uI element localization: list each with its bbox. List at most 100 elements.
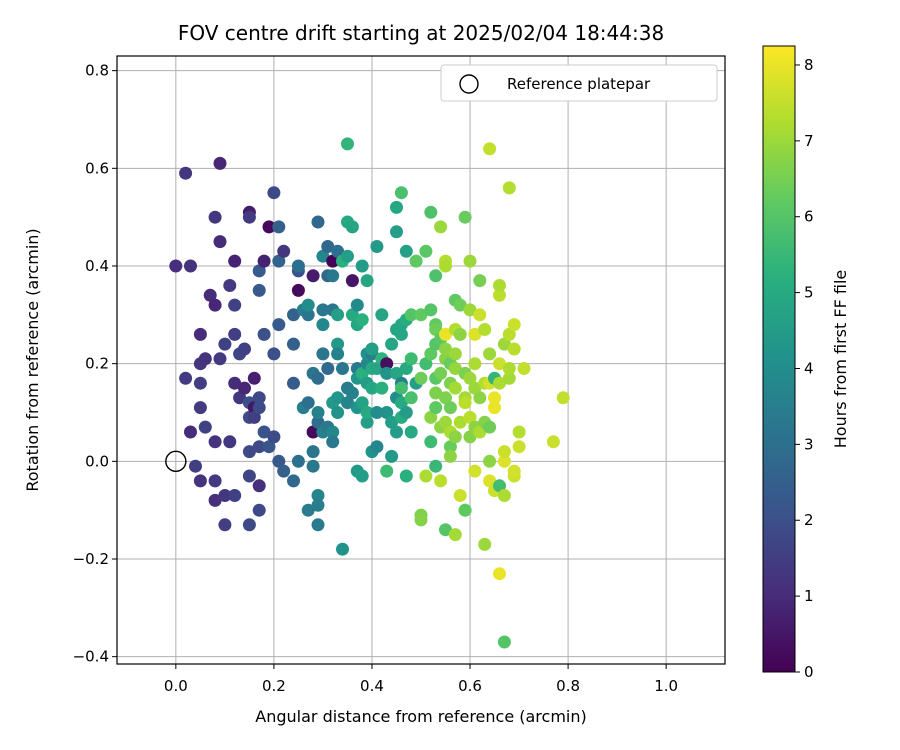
data-point: [331, 406, 345, 419]
data-point: [257, 327, 271, 341]
data-point: [360, 274, 374, 288]
data-point: [443, 440, 457, 454]
data-point: [223, 435, 237, 449]
y-tick-label: 0.8: [85, 62, 109, 80]
data-point: [493, 567, 506, 581]
data-point: [242, 518, 256, 532]
data-point: [556, 391, 570, 405]
data-point: [473, 391, 487, 405]
data-point: [331, 308, 345, 322]
chart-title: FOV centre drift starting at 2025/02/04 …: [178, 21, 664, 45]
data-point: [238, 381, 251, 395]
data-point: [394, 327, 408, 341]
data-point: [365, 342, 379, 356]
data-point: [184, 425, 197, 439]
data-point: [424, 303, 438, 317]
y-tick-label: 0.4: [85, 257, 109, 275]
data-point: [512, 440, 526, 454]
data-point: [502, 181, 516, 195]
data-point: [184, 259, 197, 273]
data-point: [331, 347, 345, 361]
data-point: [345, 220, 359, 234]
data-point: [365, 381, 379, 395]
data-point: [468, 327, 482, 341]
data-point: [473, 425, 487, 439]
data-point: [483, 454, 497, 468]
y-tick-label: −0.4: [73, 648, 109, 666]
data-point: [453, 327, 467, 341]
data-point: [355, 396, 369, 410]
data-point: [434, 220, 448, 234]
data-point: [208, 493, 222, 507]
data-point: [218, 518, 232, 532]
data-point: [341, 396, 354, 410]
data-point: [546, 435, 560, 449]
data-point: [198, 352, 212, 366]
data-point: [311, 518, 325, 532]
data-point: [311, 406, 325, 419]
data-point: [208, 210, 222, 224]
colorbar-tick-label: 8: [804, 56, 814, 74]
data-point: [228, 376, 242, 390]
data-point: [502, 362, 516, 375]
data-point: [448, 381, 462, 395]
data-point: [242, 469, 256, 483]
colorbar-ticks: 0 1 2 3 4 5 6 7 8: [795, 56, 814, 681]
data-point: [463, 303, 477, 317]
data-point: [208, 474, 222, 488]
data-point: [488, 391, 501, 405]
data-point: [360, 415, 374, 429]
data-point: [252, 391, 266, 405]
data-point: [228, 327, 242, 341]
data-point: [247, 410, 261, 424]
data-point: [355, 366, 369, 380]
data-point: [355, 259, 369, 273]
legend-label: Reference platepar: [507, 75, 651, 93]
data-point: [394, 186, 408, 200]
data-point: [488, 401, 501, 415]
data-point: [463, 410, 477, 424]
data-point: [257, 425, 271, 439]
data-point: [453, 489, 467, 502]
data-point: [483, 347, 497, 361]
data-point: [380, 406, 394, 419]
x-tick-label: 0.8: [556, 677, 580, 695]
data-point: [345, 274, 359, 288]
data-point: [439, 523, 452, 537]
x-tick-label: 0.6: [458, 677, 482, 695]
data-point: [301, 503, 315, 517]
data-point: [380, 357, 394, 371]
data-point: [370, 362, 384, 375]
data-point: [463, 254, 477, 268]
data-point: [458, 396, 472, 410]
data-point: [478, 323, 492, 336]
data-point: [497, 445, 511, 459]
data-point: [316, 347, 330, 361]
data-point: [316, 303, 330, 317]
data-point: [419, 469, 433, 483]
data-point: [189, 459, 202, 473]
data-point: [390, 225, 403, 239]
data-point: [311, 215, 325, 229]
data-point: [424, 435, 438, 449]
data-point: [336, 542, 349, 556]
data-point: [228, 298, 242, 312]
data-point: [267, 430, 281, 444]
data-point: [252, 401, 266, 415]
data-point: [448, 347, 462, 361]
data-point: [242, 445, 256, 459]
data-point: [345, 308, 359, 322]
data-point: [448, 528, 462, 542]
data-point: [458, 503, 472, 517]
data-points: [169, 137, 570, 649]
data-point: [429, 401, 443, 415]
data-point: [512, 425, 526, 439]
data-point: [453, 298, 467, 312]
data-point: [517, 362, 531, 375]
y-axis-ticks: −0.4 −0.2 0.0 0.2 0.4 0.6 0.8: [73, 62, 117, 666]
x-axis-ticks: 0.0 0.2 0.4 0.6 0.8 1.0: [164, 664, 678, 695]
data-point: [404, 352, 418, 366]
y-tick-label: 0.2: [85, 355, 109, 373]
data-point: [355, 469, 369, 483]
